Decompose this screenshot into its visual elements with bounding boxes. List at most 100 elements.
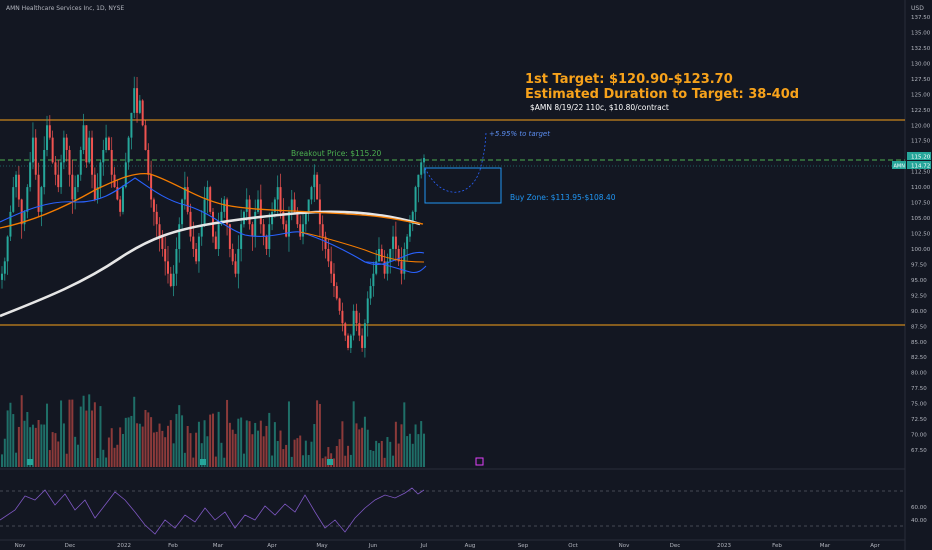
price-tick-label: 77.50 (911, 386, 927, 392)
volume-bar (152, 432, 155, 467)
volume-bar (394, 421, 397, 467)
candle-body (197, 236, 200, 262)
volume-bar (290, 456, 293, 467)
volume-bar (406, 436, 409, 467)
candle-body (302, 224, 305, 237)
volume-bar (380, 440, 383, 467)
event-marker[interactable] (327, 459, 333, 465)
event-marker[interactable] (200, 459, 206, 465)
time-scale[interactable]: Nov Dec 2022 Feb Mar Apr May Jun Jul Aug Sep Oct Nov… (15, 543, 881, 549)
candle-body (23, 211, 26, 225)
volume-bar (110, 428, 113, 467)
volume-bar (76, 444, 79, 467)
price-tag-breakout (907, 152, 931, 160)
volume-bar (310, 441, 313, 467)
moving-average-orange-short (299, 231, 425, 263)
volume-bar (375, 440, 378, 467)
candle-body (200, 224, 203, 237)
candle-body (262, 224, 265, 237)
price-tag-breakout-text: 115.20 (911, 155, 931, 161)
volume-bar (203, 420, 206, 467)
volume-bar (296, 438, 299, 467)
event-marker[interactable] (27, 459, 33, 465)
volume-bar (20, 395, 23, 467)
volume-bar (3, 438, 6, 467)
volume-bar (212, 413, 214, 467)
volume-bar (68, 399, 71, 467)
volume-bar (369, 450, 372, 467)
candle-body (37, 174, 40, 212)
candle-body (273, 199, 276, 212)
volume-bar (17, 426, 20, 467)
volume-bar (245, 420, 248, 467)
candle-body (54, 162, 57, 175)
time-tick-label: Jun (368, 543, 378, 549)
candle-body (338, 298, 341, 311)
volume-bar (304, 440, 307, 467)
candle-body (93, 174, 96, 200)
volume-bar (136, 423, 139, 467)
volume-bar (40, 424, 43, 467)
volume-bar (116, 444, 119, 467)
candle-body (321, 224, 324, 237)
candle-body (411, 211, 414, 225)
moving-average-blue-short (364, 261, 427, 273)
candle-body (172, 273, 175, 287)
candle-body (214, 236, 217, 249)
price-tag-current-text: 114.72 (911, 164, 930, 170)
volume-bar (155, 431, 158, 467)
volume-bar (293, 439, 296, 467)
price-tag-current (907, 161, 931, 169)
candle-body (276, 187, 279, 200)
volume-bar (361, 427, 364, 467)
candle-body (62, 137, 65, 163)
volume-bar (141, 426, 144, 467)
candle-body (355, 310, 358, 324)
candle-body (130, 112, 133, 138)
time-tick-label: Sep (518, 543, 529, 549)
candle-body (65, 137, 68, 150)
price-tick-label: 112.50 (911, 170, 931, 176)
candle-body (304, 211, 307, 225)
candle-body (147, 149, 150, 175)
event-marker[interactable] (475, 457, 484, 466)
candle-body (141, 100, 144, 126)
price-tick-label: 72.50 (911, 417, 927, 423)
price-tick-label: 107.50 (911, 201, 931, 207)
candle-body (380, 248, 383, 262)
volume-bar (327, 447, 330, 467)
volume-bar (46, 403, 49, 467)
volume-bar (313, 424, 316, 467)
price-scale[interactable]: 67.50 70.00 72.50 75.00 77.50 80.00 82.50 85.00… (911, 15, 931, 454)
volume-bar (403, 402, 406, 467)
candle-body (217, 224, 220, 249)
candle-body (17, 174, 20, 200)
candle-body (206, 187, 209, 200)
volume-bar (181, 415, 184, 467)
volume-bar (150, 417, 153, 467)
volume-bar (214, 456, 217, 467)
candle-body (282, 211, 285, 225)
candle-body (183, 187, 186, 200)
candle-body (310, 187, 313, 200)
volume-bar (344, 455, 347, 467)
volume-bar (420, 421, 423, 467)
volume-bar (79, 406, 82, 467)
candle-body (102, 149, 105, 163)
volume-bar (23, 420, 26, 467)
price-tick-label: 137.50 (911, 15, 931, 21)
volume-bar (43, 424, 46, 467)
candle-body (121, 187, 124, 212)
volume-bar (223, 457, 226, 467)
candle-body (228, 224, 231, 249)
volume-bar (355, 423, 358, 467)
volume-bar (29, 427, 32, 467)
volume-bar (358, 429, 361, 467)
price-tick-label: 82.50 (911, 355, 927, 361)
volume-bar (119, 427, 122, 467)
volume-bar (31, 424, 34, 467)
candle-body (240, 224, 243, 249)
candle-body (144, 125, 147, 150)
volume-bar (383, 457, 386, 467)
